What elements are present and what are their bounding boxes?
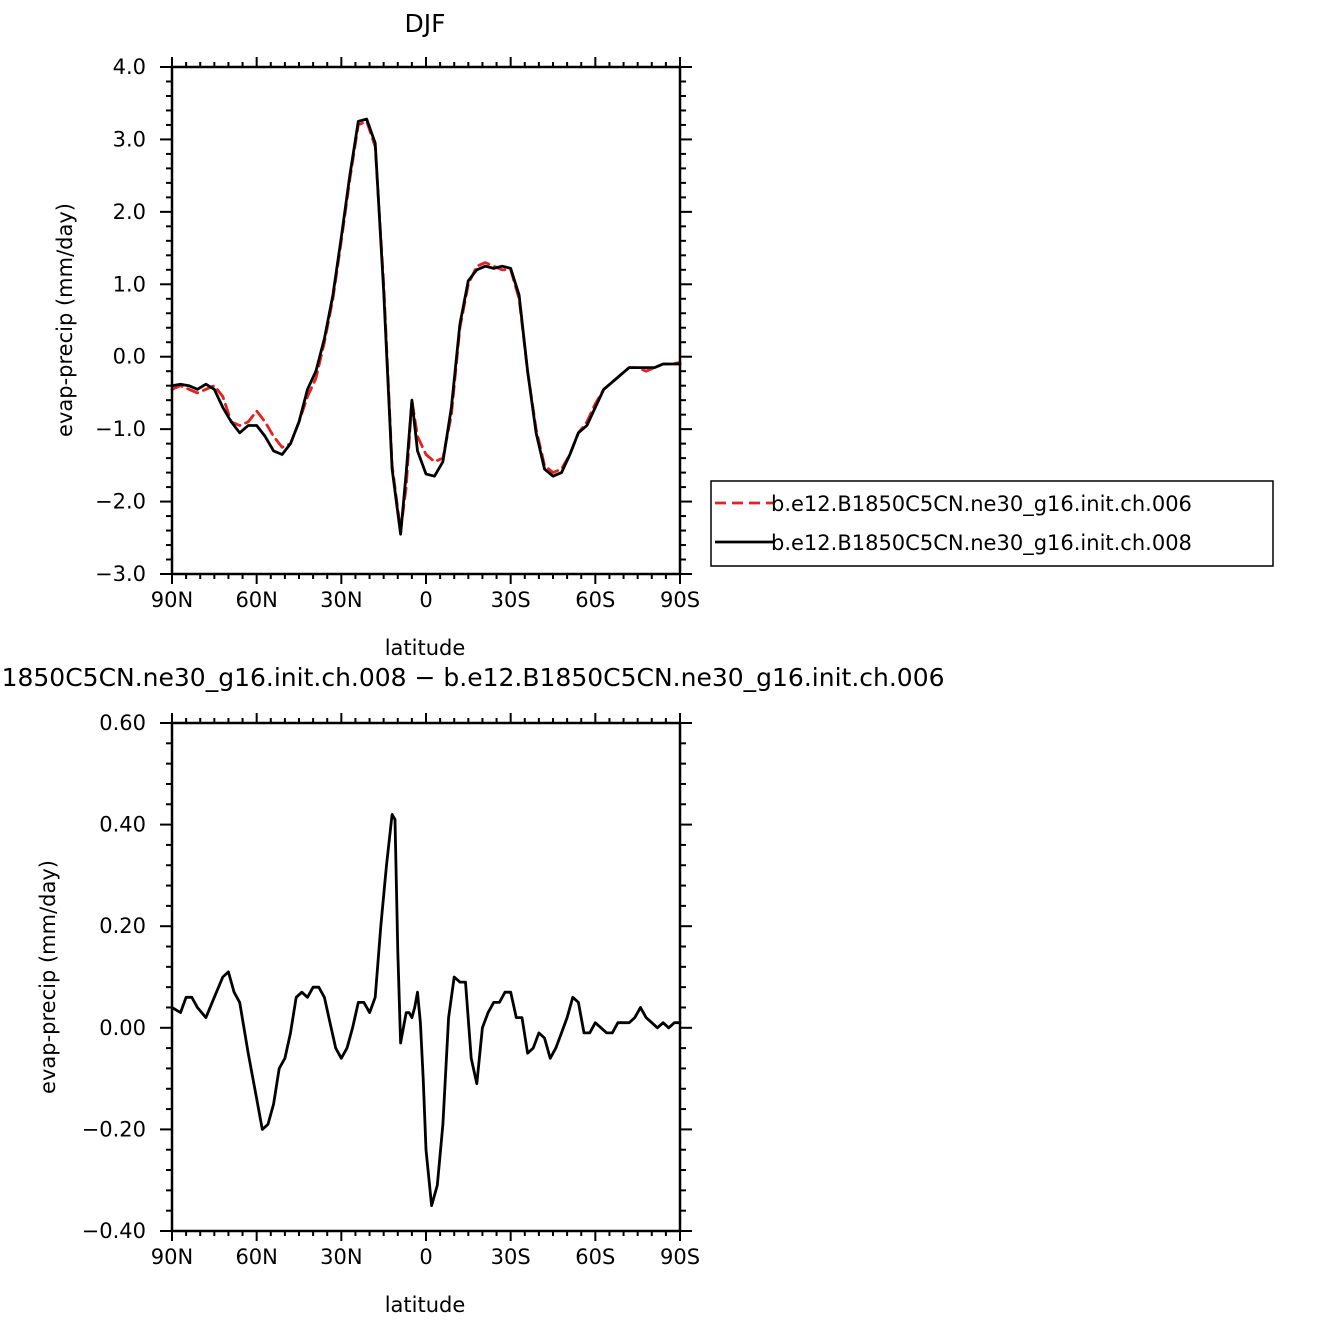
top-x-tick-label: 90N (151, 588, 193, 612)
legend-label-008: b.e12.B1850C5CN.ne30_g16.init.ch.008 (771, 531, 1192, 556)
top-y-tick-label: 0.0 (113, 345, 146, 369)
top-panel-title: DJF (404, 9, 445, 38)
bottom-y-axis-label: evap-precip (mm/day) (36, 860, 60, 1094)
top-y-tick-label: 4.0 (113, 55, 146, 79)
bottom-x-axis-label: latitude (385, 1293, 466, 1317)
top-y-tick-label: −1.0 (95, 417, 146, 441)
top-axes: 90N 60N 30N 0 30S 60S 90S 4.0 3.0 2.0 1.0 0.0 −1.0 −2… (95, 55, 700, 612)
bottom-y-tick-label: 0.60 (99, 711, 146, 735)
top-y-axis-label: evap-precip (mm/day) (53, 203, 77, 437)
bottom-y-tick-label: −0.40 (82, 1219, 146, 1243)
top-x-tick-label: 60N (235, 588, 277, 612)
top-y-tick-label: −2.0 (95, 490, 146, 514)
bottom-series-line-0 (170, 813, 682, 1207)
bottom-x-tick-label: 30N (320, 1245, 362, 1269)
top-plot-frame (170, 65, 682, 576)
legend-box (710, 480, 1274, 567)
top-y-tick-label: 3.0 (113, 127, 146, 151)
top-series-line-1 (170, 117, 682, 536)
bottom-y-tick-label: 0.40 (99, 813, 146, 837)
legend-label-006: b.e12.B1850C5CN.ne30_g16.init.ch.006 (771, 492, 1192, 517)
bottom-y-tick-label: 0.00 (99, 1016, 146, 1040)
top-y-tick-label: −3.0 (95, 562, 146, 586)
top-y-tick-label: 1.0 (113, 272, 146, 296)
bottom-plot-area (170, 813, 682, 1207)
legend: b.e12.B1850C5CN.ne30_g16.init.ch.006 b.e… (710, 480, 1274, 567)
top-plot-area (170, 117, 682, 536)
top-x-tick-label: 0 (419, 588, 432, 612)
bottom-x-tick-label: 0 (419, 1245, 432, 1269)
top-x-tick-label: 30S (491, 588, 531, 612)
bottom-x-tick-label: 30S (491, 1245, 531, 1269)
bottom-x-tick-label: 90S (660, 1245, 700, 1269)
bottom-y-tick-label: 0.20 (99, 914, 146, 938)
top-series-line-0 (170, 119, 682, 532)
bottom-panel-title: b.e12.B1850C5CN.ne30_g16.init.ch.008 − b… (0, 663, 945, 692)
top-panel: DJF 90N 60N 30N 0 30S 60S 90S 4.0 3.0 2.0 1.0 0.0 −1… (53, 9, 700, 660)
top-x-tick-label: 60S (575, 588, 615, 612)
top-x-axis-label: latitude (385, 636, 466, 660)
bottom-x-tick-label: 60S (575, 1245, 615, 1269)
bottom-x-tick-label: 60N (235, 1245, 277, 1269)
bottom-y-tick-label: −0.20 (82, 1117, 146, 1141)
bottom-panel: b.e12.B1850C5CN.ne30_g16.init.ch.008 − b… (0, 663, 945, 1317)
top-x-tick-label: 30N (320, 588, 362, 612)
top-x-tick-label: 90S (660, 588, 700, 612)
top-y-tick-label: 2.0 (113, 200, 146, 224)
bottom-x-tick-label: 90N (151, 1245, 193, 1269)
bottom-axes: 90N 60N 30N 0 30S 60S 90S 0.60 0.40 0.20 0.00 −0.20… (82, 711, 700, 1269)
